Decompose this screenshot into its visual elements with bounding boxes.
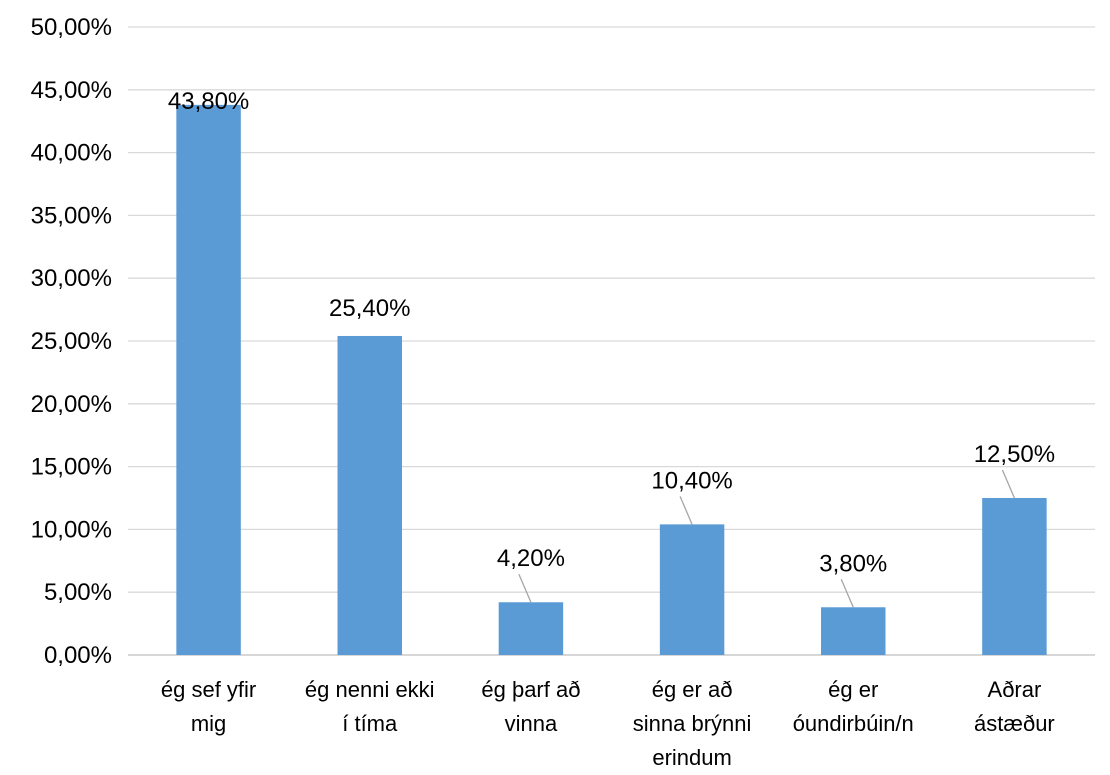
- bar: [659, 524, 725, 655]
- bar: [337, 335, 402, 655]
- y-tick-label: 35,00%: [31, 202, 112, 229]
- x-tick-label: ég nenni ekki í tíma: [305, 677, 435, 736]
- data-label: 3,80%: [819, 550, 887, 577]
- bar: [498, 602, 564, 655]
- y-tick-label: 50,00%: [31, 14, 112, 41]
- x-tick-label: ég er óundirbúin/n: [793, 677, 914, 736]
- y-tick-label: 0,00%: [44, 642, 112, 669]
- data-label: 10,40%: [651, 467, 732, 494]
- x-tick-label: ég sef yfir mig: [161, 677, 256, 736]
- x-tick-label: ég er að sinna brýnni erindum: [633, 677, 752, 770]
- y-tick-label: 45,00%: [31, 77, 112, 104]
- data-label: 12,50%: [974, 441, 1055, 468]
- bar: [176, 104, 241, 655]
- y-tick-label: 15,00%: [31, 454, 112, 481]
- y-tick-label: 25,00%: [31, 328, 112, 355]
- y-tick-label: 10,00%: [31, 516, 112, 543]
- y-tick-label: 20,00%: [31, 391, 112, 418]
- leader-line: [679, 496, 693, 525]
- data-labels: 43,80% 25,40% 4,20% 10,40% 3,80% 12,50%: [168, 88, 1055, 608]
- y-axis: 0,00% 5,00% 10,00% 15,00% 20,00% 25,00% 30,00%…: [31, 14, 112, 669]
- data-label: 25,40%: [329, 295, 410, 322]
- x-tick-label: ég þarf að vinna: [481, 677, 580, 736]
- bar: [821, 607, 886, 655]
- leader-line: [840, 579, 854, 608]
- leader-line: [518, 573, 532, 603]
- gridlines: [128, 26, 1095, 656]
- bars: [176, 104, 1047, 655]
- y-tick-label: 30,00%: [31, 265, 112, 292]
- x-tick-label: Aðrar ástæður: [974, 677, 1055, 736]
- data-label: 43,80%: [168, 88, 249, 115]
- y-tick-label: 40,00%: [31, 140, 112, 167]
- bar: [982, 498, 1047, 655]
- data-label: 4,20%: [497, 545, 565, 572]
- y-tick-label: 5,00%: [44, 579, 112, 606]
- leader-line: [1001, 469, 1016, 499]
- x-axis: ég sef yfir mig ég nenni ekki í tíma ég þarf…: [161, 677, 1055, 770]
